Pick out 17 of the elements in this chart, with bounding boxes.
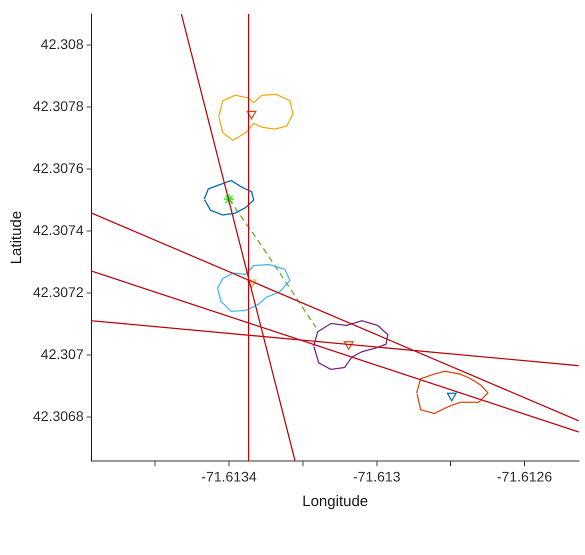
x-tick-label: -71.613 [353, 468, 401, 484]
point [344, 341, 354, 350]
y-tick-label: 42.3068 [32, 408, 84, 424]
point [223, 194, 235, 205]
y-axis-title: Latitude [8, 210, 26, 264]
y-tick-label: 42.308 [40, 36, 84, 52]
y-tick-label: 42.3074 [32, 222, 84, 238]
y-tick-label: 42.3078 [32, 98, 84, 114]
point [246, 110, 256, 120]
y-tick-label: 42.3076 [32, 160, 84, 176]
point [446, 392, 457, 402]
x-tick-label: -71.6134 [201, 468, 257, 484]
x-tick-label: -71.6126 [496, 468, 552, 484]
point [246, 279, 256, 288]
y-tick-label: 42.307 [40, 346, 84, 362]
y-tick-label: 42.3072 [32, 284, 84, 300]
x-axis-title: Longitude [302, 493, 368, 510]
